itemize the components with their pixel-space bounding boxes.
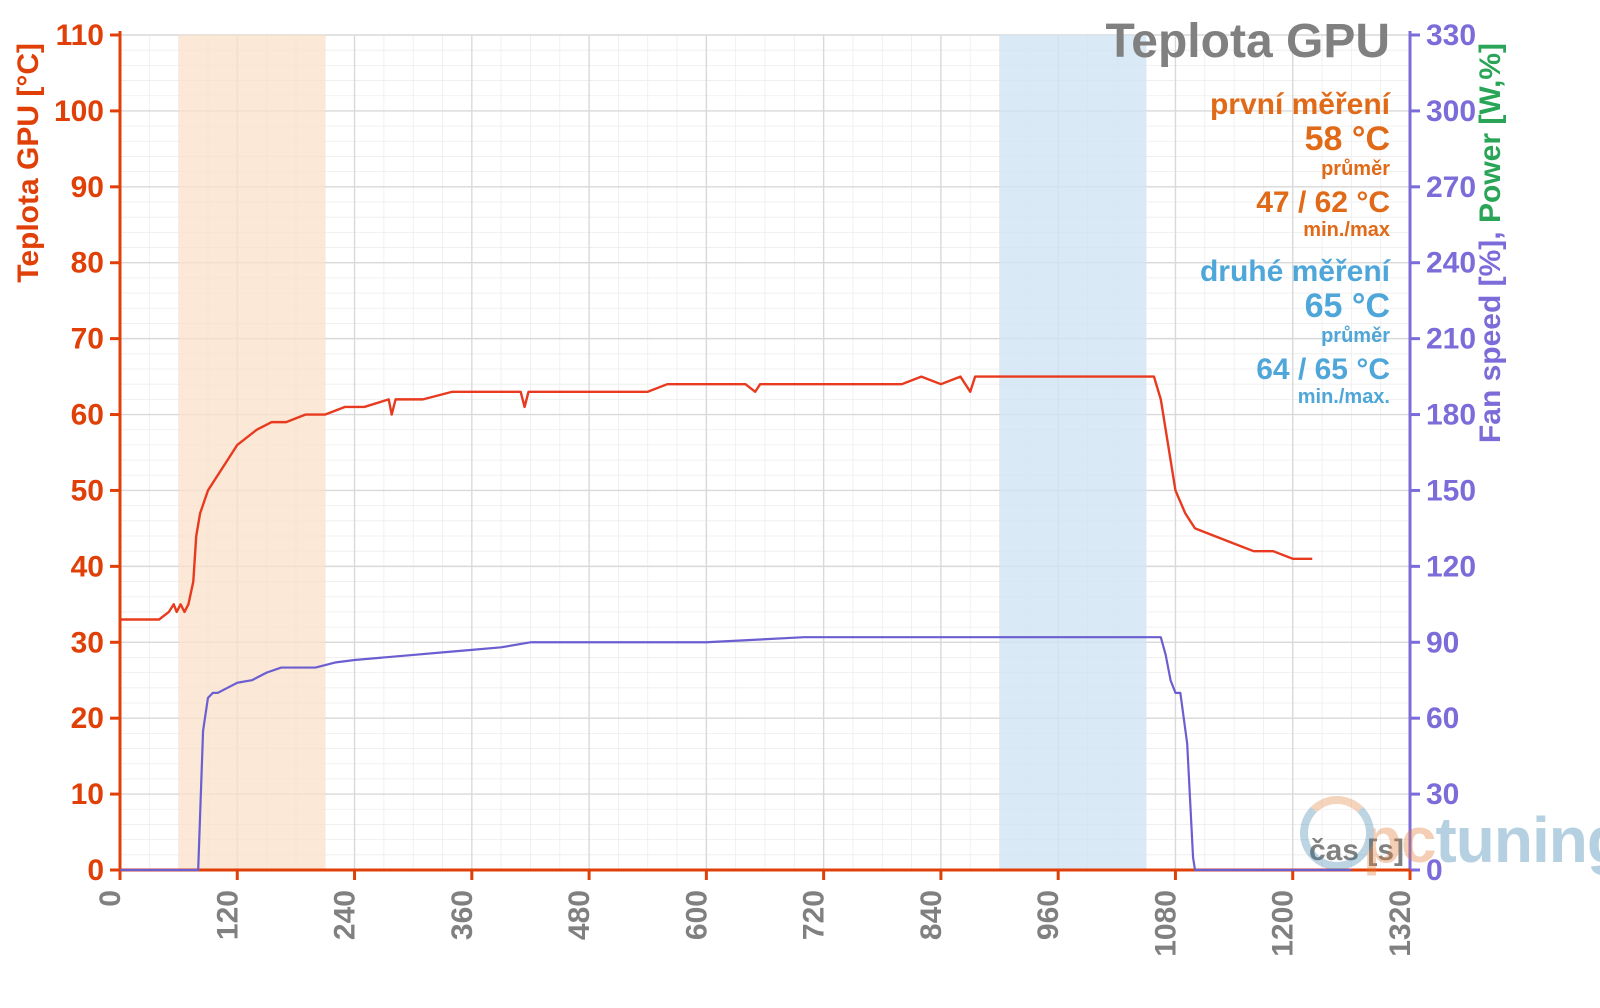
y-right-tick-label: 270: [1426, 171, 1476, 204]
watermark-pctuning: pctuning: [1300, 796, 1600, 877]
first-value-sub: průměr: [1210, 158, 1390, 180]
x-tick-label: 240: [329, 890, 362, 940]
first-header: první měření: [1210, 88, 1390, 121]
x-tick-label: 1080: [1149, 890, 1182, 957]
x-tick-label: 480: [563, 890, 596, 940]
first-range: 47 / 62 °C: [1210, 186, 1390, 219]
watermark-clock-icon: [1300, 796, 1374, 870]
chart-title: Teplota GPU: [1106, 14, 1390, 69]
y-right-tick-label: 120: [1426, 550, 1476, 583]
y-left-tick-label: 40: [71, 550, 104, 583]
y-right-axis-label: Fan speed [%], Power [W,%]: [1474, 43, 1507, 443]
y-left-tick-label: 30: [71, 626, 104, 659]
second-range: 64 / 65 °C: [1200, 353, 1390, 386]
annotation-second-measurement: druhé měření 65 °C průměr 64 / 65 °C min…: [1200, 255, 1390, 408]
first-measurement-band: [179, 35, 326, 870]
y-left-tick-label: 80: [71, 247, 104, 280]
x-tick-label: 360: [446, 890, 479, 940]
chart-container: 0102030405060708090100110030609012015018…: [0, 0, 1600, 1008]
y-left-tick-label: 0: [87, 854, 104, 887]
y-left-tick-label: 20: [71, 702, 104, 735]
y-right-tick-label: 60: [1426, 702, 1459, 735]
y-right-tick-label: 330: [1426, 19, 1476, 52]
second-value-sub: průměr: [1200, 325, 1390, 347]
x-tick-label: 120: [211, 890, 244, 940]
y-right-tick-label: 240: [1426, 247, 1476, 280]
x-tick-label: 720: [798, 890, 831, 940]
y-right-tick-label: 210: [1426, 323, 1476, 356]
y-right-tick-label: 300: [1426, 95, 1476, 128]
x-tick-label: 960: [1032, 890, 1065, 940]
y-left-tick-label: 90: [71, 171, 104, 204]
y-left-tick-label: 110: [56, 19, 104, 52]
y-left-tick-label: 70: [71, 323, 104, 356]
annotation-first-measurement: první měření 58 °C průměr 47 / 62 °C min…: [1210, 88, 1390, 241]
x-tick-label: 840: [915, 890, 948, 940]
x-tick-label: 1200: [1267, 890, 1300, 957]
x-tick-label: 1320: [1384, 890, 1417, 957]
y-left-tick-label: 50: [71, 474, 104, 507]
second-value: 65 °C: [1200, 288, 1390, 325]
y-right-tick-label: 90: [1426, 626, 1459, 659]
second-range-sub: min./max.: [1200, 386, 1390, 408]
y-left-tick-label: 60: [71, 399, 104, 432]
x-tick-label: 0: [94, 890, 127, 907]
y-right-tick-label: 150: [1426, 474, 1476, 507]
watermark-text-b: tuning: [1435, 804, 1600, 876]
y-left-tick-label: 100: [54, 95, 104, 128]
watermark-text-a: pc: [1363, 804, 1436, 876]
x-tick-label: 600: [680, 890, 713, 940]
first-range-sub: min./max: [1210, 219, 1390, 241]
second-measurement-band: [1000, 35, 1147, 870]
first-value: 58 °C: [1210, 121, 1390, 158]
y-right-tick-label: 180: [1426, 399, 1476, 432]
y-left-tick-label: 10: [71, 778, 104, 811]
second-header: druhé měření: [1200, 255, 1390, 288]
y-left-axis-label: Teplota GPU [°C]: [12, 43, 45, 283]
